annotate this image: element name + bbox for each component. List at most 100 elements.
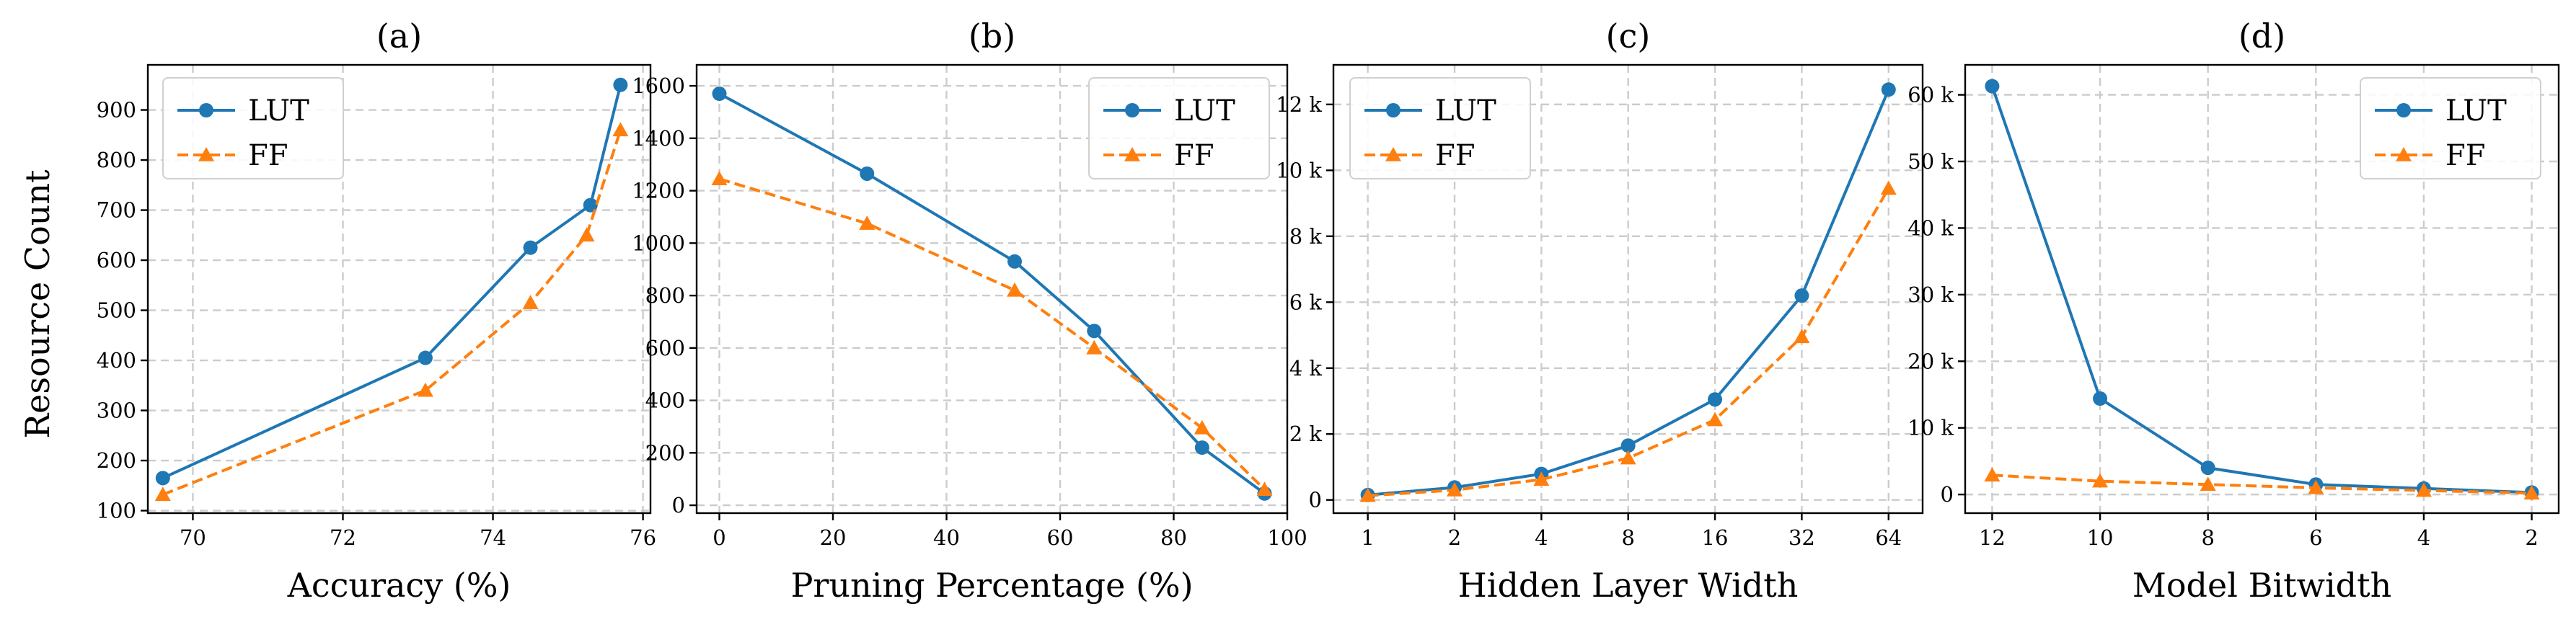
data-point-lut bbox=[2200, 461, 2215, 476]
data-point-ff bbox=[1359, 487, 1376, 502]
legend-marker-ff bbox=[1124, 147, 1140, 161]
x-tick-label: 1 bbox=[1361, 525, 1374, 550]
data-point-ff bbox=[1447, 481, 1463, 497]
legend: LUT FF bbox=[1349, 77, 1531, 179]
y-tick-label: 900 bbox=[97, 98, 136, 123]
y-tick-label: 200 bbox=[97, 448, 136, 473]
x-tick-label: 10 bbox=[2087, 525, 2114, 550]
y-tick-label: 0 bbox=[1309, 488, 1322, 512]
data-point-lut bbox=[712, 86, 727, 102]
x-tick-label: 74 bbox=[480, 525, 506, 550]
legend-marker-ff bbox=[2396, 147, 2412, 161]
y-tick-label: 800 bbox=[97, 148, 136, 172]
data-point-ff bbox=[1620, 450, 1636, 465]
y-tick-label: 6 k bbox=[1289, 290, 1323, 314]
data-point-lut bbox=[1794, 288, 1809, 303]
data-point-ff bbox=[612, 122, 629, 137]
panel-d: 12 10 8 6 4 2 0 10 k 20 k 30 k 40 k 50 k 60 k (d) Mode… bbox=[1907, 17, 2560, 605]
series-line-lut bbox=[718, 92, 1266, 495]
data-point-ff bbox=[1794, 329, 1810, 344]
y-tick-label: 1200 bbox=[632, 179, 685, 203]
data-point-lut bbox=[155, 471, 170, 486]
data-point-lut bbox=[1708, 392, 1723, 407]
legend-label-lut: LUT bbox=[248, 94, 309, 128]
legend-label-lut: LUT bbox=[2445, 94, 2507, 128]
y-tick-label: 300 bbox=[97, 399, 136, 423]
y-tick-label: 8 k bbox=[1289, 224, 1323, 249]
y-tick-label: 10 k bbox=[1276, 158, 1322, 182]
legend: LUT FF bbox=[162, 77, 344, 179]
legend-marker-lut bbox=[2396, 103, 2411, 117]
x-tick-label: 64 bbox=[1875, 525, 1902, 550]
y-tick-label: 0 bbox=[672, 493, 685, 517]
data-point-lut bbox=[1087, 324, 1102, 339]
legend-label-ff: FF bbox=[248, 139, 288, 172]
data-point-lut bbox=[613, 77, 628, 92]
y-tick-label: 20 k bbox=[1907, 349, 1954, 373]
y-tick-label: 800 bbox=[645, 283, 685, 308]
y-tick-label: 1000 bbox=[632, 231, 685, 255]
data-point-ff bbox=[1007, 282, 1023, 297]
legend-label-ff: FF bbox=[1435, 139, 1476, 172]
y-tick-label: 100 bbox=[97, 499, 136, 523]
y-tick-label: 500 bbox=[97, 298, 136, 323]
x-tick-label: 2 bbox=[1448, 525, 1461, 550]
y-tick-label: 700 bbox=[97, 198, 136, 223]
x-tick-label: 100 bbox=[1267, 525, 1307, 550]
data-point-ff bbox=[417, 382, 433, 397]
y-tick-label: 60 k bbox=[1907, 83, 1954, 107]
x-axis-label: Accuracy (%) bbox=[287, 566, 511, 605]
y-tick-label: 2 k bbox=[1289, 422, 1323, 446]
panel-title: (d) bbox=[2238, 17, 2285, 55]
data-point-ff bbox=[2523, 485, 2540, 500]
x-axis-label: Model Bitwidth bbox=[2132, 566, 2391, 605]
data-point-ff bbox=[1707, 412, 1724, 427]
y-tick-label: 12 k bbox=[1276, 92, 1322, 117]
x-tick-label: 2 bbox=[2525, 525, 2538, 550]
y-tick-label: 400 bbox=[645, 388, 685, 413]
data-point-ff bbox=[2092, 473, 2109, 488]
legend-marker-lut bbox=[199, 103, 213, 117]
x-tick-label: 80 bbox=[1160, 525, 1187, 550]
legend-marker-lut bbox=[1386, 103, 1401, 117]
legend-label-lut: LUT bbox=[1435, 94, 1496, 128]
series-line-ff bbox=[718, 177, 1266, 491]
data-point-ff bbox=[1256, 481, 1273, 497]
x-tick-label: 60 bbox=[1047, 525, 1074, 550]
data-point-ff bbox=[522, 295, 539, 309]
y-tick-label: 30 k bbox=[1907, 283, 1954, 307]
y-tick-label: 600 bbox=[645, 336, 685, 360]
data-point-lut bbox=[2093, 391, 2108, 406]
data-point-ff bbox=[1533, 471, 1550, 486]
panel-title: (c) bbox=[1606, 17, 1651, 55]
y-tick-label: 1600 bbox=[632, 74, 685, 98]
y-tick-label: 1400 bbox=[632, 126, 685, 151]
panel-b: 0 20 40 60 80 1000200400600800100012001400160… bbox=[632, 17, 1307, 605]
x-axis-label: Hidden Layer Width bbox=[1458, 566, 1799, 605]
legend-label-ff: FF bbox=[1174, 139, 1214, 172]
data-point-lut bbox=[1194, 440, 1209, 455]
legend-label-lut: LUT bbox=[1174, 94, 1235, 128]
legend: LUT FF bbox=[2360, 77, 2541, 179]
data-point-ff bbox=[578, 227, 595, 242]
y-tick-label: 4 k bbox=[1289, 356, 1323, 381]
x-tick-label: 20 bbox=[820, 525, 847, 550]
data-point-ff bbox=[1880, 180, 1897, 195]
plot-frame bbox=[695, 63, 1289, 515]
y-tick-label: 0 bbox=[1941, 482, 1954, 507]
x-tick-label: 8 bbox=[1621, 525, 1634, 550]
data-point-lut bbox=[1007, 254, 1022, 269]
panel-a: 70 72 74 76 100 200 300 400 500 600 700 800 900 (a) Ac… bbox=[97, 17, 656, 605]
panel-title: (b) bbox=[969, 17, 1015, 55]
figure-y-axis-label: Resource Count bbox=[18, 169, 57, 439]
x-tick-label: 40 bbox=[933, 525, 960, 550]
legend-marker-ff bbox=[1385, 147, 1401, 161]
plot-frame bbox=[1964, 63, 2560, 515]
data-point-ff bbox=[154, 486, 171, 502]
series-line-ff bbox=[162, 129, 622, 497]
data-point-ff bbox=[711, 171, 728, 186]
data-point-lut bbox=[523, 240, 538, 255]
x-tick-label: 8 bbox=[2201, 525, 2214, 550]
data-point-lut bbox=[418, 350, 433, 365]
